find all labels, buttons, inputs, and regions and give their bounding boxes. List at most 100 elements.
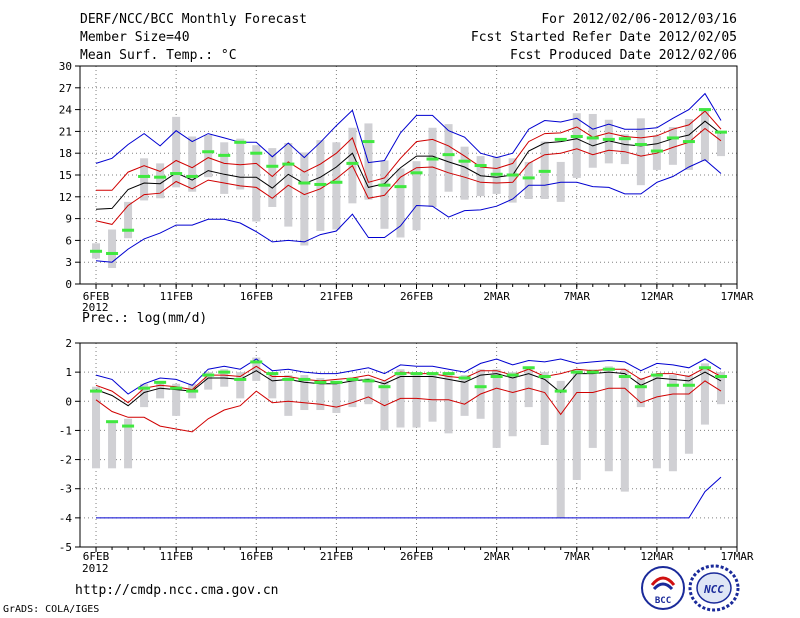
- median-mark: [458, 376, 471, 380]
- series-line-max: [95, 358, 722, 395]
- x-tick-label: 16FEB: [240, 290, 273, 303]
- y-tick-label: -2: [59, 454, 72, 467]
- x-year-label: 2012: [82, 562, 109, 575]
- median-mark: [362, 140, 375, 144]
- median-mark: [634, 385, 647, 389]
- x-tick-label: 2MAR: [483, 550, 510, 563]
- spread-bar: [524, 161, 533, 199]
- spread-bar: [236, 138, 245, 190]
- y-tick-label: 3: [65, 256, 72, 269]
- median-mark: [90, 389, 103, 393]
- spread-bar: [332, 142, 341, 230]
- spread-bar: [604, 119, 613, 164]
- median-mark: [122, 424, 135, 428]
- y-tick-label: -3: [59, 483, 72, 496]
- spread-bar: [460, 375, 469, 416]
- spread-bar: [620, 134, 629, 165]
- median-mark: [634, 142, 647, 146]
- x-tick-label: 6FEB: [83, 550, 110, 563]
- y-tick-label: 1: [65, 366, 72, 379]
- spread-bar: [316, 377, 325, 411]
- spread-bar: [300, 152, 309, 246]
- spread-bar: [684, 119, 693, 170]
- member-size: Member Size=40: [80, 30, 190, 45]
- x-tick-label: 21FEB: [320, 290, 353, 303]
- median-mark: [266, 164, 279, 168]
- y-tick-label: 2: [65, 337, 72, 350]
- median-mark: [250, 360, 263, 364]
- y-tick-label: 0: [65, 278, 72, 291]
- median-mark: [474, 385, 487, 389]
- spread-bar: [460, 146, 469, 200]
- spread-bar: [108, 229, 117, 269]
- series-line-upper: [95, 365, 722, 404]
- spread-bar: [412, 161, 421, 231]
- x-tick-label: 16FEB: [240, 550, 273, 563]
- y-tick-label: 27: [59, 82, 72, 95]
- spread-bar: [588, 369, 597, 448]
- median-mark: [474, 164, 487, 168]
- median-mark: [330, 180, 343, 184]
- median-mark: [218, 370, 231, 374]
- median-mark: [202, 373, 215, 377]
- median-mark: [458, 159, 471, 163]
- x-tick-label: 26FEB: [400, 290, 433, 303]
- median-mark: [698, 366, 711, 370]
- median-mark: [714, 130, 727, 134]
- median-mark: [186, 174, 199, 178]
- median-mark: [682, 140, 695, 144]
- median-mark: [410, 372, 423, 376]
- median-mark: [586, 136, 599, 140]
- median-mark: [442, 372, 455, 376]
- spread-bar: [92, 386, 101, 469]
- spread-bar: [412, 372, 421, 428]
- median-mark: [186, 389, 199, 393]
- y-tick-label: -1: [59, 424, 72, 437]
- median-mark: [538, 169, 551, 173]
- spread-bar: [540, 372, 549, 445]
- x-tick-label: 11FEB: [160, 290, 193, 303]
- spread-bar: [252, 145, 261, 222]
- median-mark: [666, 136, 679, 140]
- median-mark: [362, 379, 375, 383]
- series-line-lower: [95, 380, 722, 433]
- x-tick-label: 12MAR: [640, 290, 673, 303]
- median-mark: [682, 383, 695, 387]
- x-tick-label: 11FEB: [160, 550, 193, 563]
- x-tick-label: 6FEB: [83, 290, 110, 303]
- y-tick-label: 0: [65, 395, 72, 408]
- spread-bar: [300, 375, 309, 411]
- bcc-logo-icon: BCC: [641, 566, 685, 610]
- chart-panel-1: 0 3 6 9 12 15 18 21 24 27 30 6FEB 11FEB 16FEB 21FEB 26F…: [59, 60, 754, 314]
- forecast-period: For 2012/02/06-2012/03/16: [541, 12, 737, 27]
- median-mark: [554, 389, 567, 393]
- median-mark: [410, 171, 423, 175]
- bcc-logo-text: BCC: [655, 596, 671, 606]
- median-mark: [426, 157, 439, 161]
- spread-bar: [668, 127, 677, 165]
- spread-bar: [428, 372, 437, 422]
- median-mark: [490, 172, 503, 176]
- spread-bar: [508, 372, 517, 437]
- median-mark: [650, 149, 663, 153]
- y-tick-label: 30: [59, 60, 72, 73]
- median-mark: [698, 108, 711, 112]
- series-line-lower: [95, 127, 722, 225]
- median-mark: [282, 162, 295, 166]
- forecast-started-date: Fcst Started Refer Date 2012/02/05: [470, 30, 737, 45]
- spread-bar: [140, 158, 149, 201]
- y-tick-label: 21: [59, 125, 72, 138]
- x-tick-label: 12MAR: [640, 550, 673, 563]
- x-year-label: 2012: [82, 301, 109, 314]
- spread-bar: [524, 366, 533, 408]
- spread-bar: [156, 163, 165, 199]
- median-mark: [714, 375, 727, 379]
- y-tick-label: -4: [59, 512, 73, 525]
- median-mark: [202, 150, 215, 154]
- median-mark: [506, 373, 519, 377]
- spread-bar: [444, 372, 453, 434]
- spread-bar: [652, 375, 661, 469]
- median-mark: [106, 420, 119, 424]
- spread-bar: [268, 148, 277, 207]
